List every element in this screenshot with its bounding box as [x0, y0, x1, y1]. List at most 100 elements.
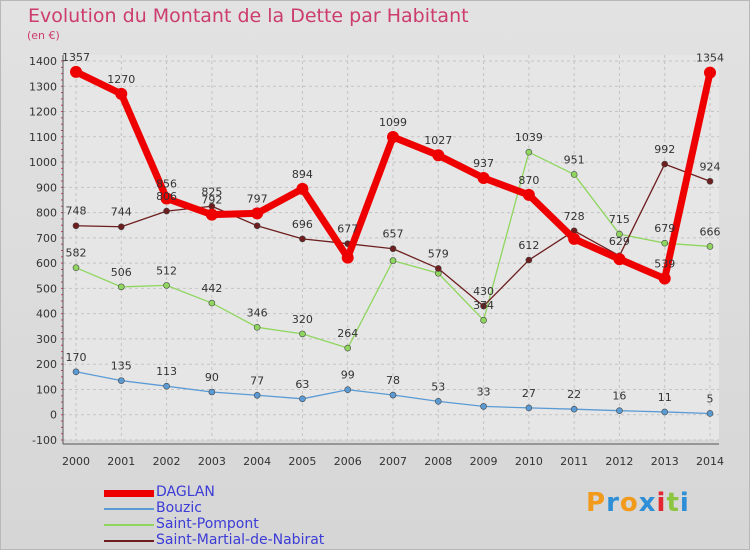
data-label: 792 [201, 194, 222, 207]
data-point [299, 235, 306, 243]
y-tick-label: 700 [36, 232, 57, 245]
data-point [117, 283, 125, 291]
x-tick-label: 2009 [470, 455, 498, 468]
data-point [703, 66, 716, 79]
y-tick-label: 600 [36, 257, 57, 270]
logo-letter: o [619, 488, 639, 518]
legend-swatch [104, 508, 154, 510]
x-tick-label: 2013 [651, 455, 679, 468]
legend-swatch [104, 489, 154, 497]
logo-letter: r [606, 488, 620, 518]
data-label: 512 [156, 264, 177, 277]
x-tick-label: 2006 [334, 455, 362, 468]
logo-letter: i [656, 488, 667, 518]
data-label: 16 [612, 390, 626, 403]
data-point [117, 377, 125, 384]
data-point [568, 232, 581, 245]
data-label: 579 [428, 247, 449, 260]
unit-label: (en €) [27, 29, 60, 42]
y-tick-label: 800 [36, 207, 57, 220]
x-tick-label: 2000 [62, 455, 90, 468]
data-label: 744 [111, 206, 132, 219]
data-label: 539 [654, 258, 675, 271]
data-point [480, 302, 487, 310]
data-label: 951 [564, 153, 585, 166]
data-point [344, 344, 352, 352]
logo-letter: i [679, 488, 690, 518]
data-point [480, 316, 487, 324]
y-tick-label: 1000 [29, 156, 57, 169]
data-label: 806 [156, 190, 177, 203]
data-label: 63 [295, 378, 309, 391]
y-tick-label: 400 [36, 308, 57, 321]
data-label: 77 [250, 374, 264, 387]
data-label: 582 [66, 247, 87, 260]
logo-letter: t [666, 488, 680, 518]
data-label: 442 [201, 282, 222, 295]
data-point [570, 171, 578, 178]
data-label: 374 [473, 299, 494, 312]
data-point [72, 222, 80, 230]
data-point [616, 407, 623, 414]
data-point [253, 222, 261, 230]
data-label: 825 [201, 185, 222, 198]
data-label: 33 [477, 385, 491, 398]
logo-letter: x [638, 488, 657, 518]
data-point [163, 282, 170, 289]
data-point [389, 257, 397, 264]
legend-label: Bouzic [156, 500, 202, 516]
x-tick-label: 2007 [379, 455, 407, 468]
data-point [706, 410, 714, 417]
data-label: 135 [111, 360, 132, 373]
data-label: 992 [654, 143, 675, 156]
legend-swatch [104, 524, 154, 526]
data-point [434, 398, 442, 405]
legend-label: DAGLAN [156, 484, 215, 500]
y-tick-label: 1400 [29, 55, 57, 68]
x-tick-label: 2003 [198, 455, 226, 468]
data-label: 11 [658, 391, 672, 404]
data-point [616, 230, 623, 238]
data-label: 5 [706, 392, 713, 405]
data-label: 677 [337, 223, 358, 236]
data-point [253, 324, 261, 331]
data-label: 1027 [424, 134, 452, 147]
data-label: 78 [386, 374, 400, 387]
data-label: 90 [205, 371, 219, 384]
chart-title: Evolution du Montant de la Dette par Hab… [28, 5, 469, 27]
data-label: 666 [699, 225, 720, 238]
data-label: 1357 [62, 51, 90, 64]
data-point [389, 245, 397, 253]
x-tick-label: 2005 [288, 455, 316, 468]
data-label: 696 [292, 218, 313, 231]
data-label: 728 [564, 210, 585, 223]
data-label: 1270 [107, 73, 135, 86]
data-point [477, 171, 490, 184]
data-point [299, 395, 306, 403]
data-point [70, 65, 82, 78]
y-tick-label: 1300 [29, 80, 57, 93]
y-tick-label: -100 [32, 434, 57, 447]
data-label: 612 [518, 239, 539, 252]
data-label: 657 [382, 228, 403, 241]
data-point [389, 391, 397, 399]
x-tick-label: 2010 [515, 455, 543, 468]
data-label: 748 [66, 205, 87, 218]
x-tick-label: 2014 [696, 455, 724, 468]
data-label: 320 [292, 313, 313, 326]
data-point [299, 330, 306, 338]
data-point [525, 148, 533, 156]
data-label: 22 [567, 388, 581, 401]
data-point [296, 182, 309, 195]
data-point [570, 405, 578, 413]
y-tick-label: 300 [36, 333, 57, 346]
y-tick-label: 500 [36, 282, 57, 295]
data-point [344, 386, 352, 394]
x-tick-label: 2012 [605, 455, 633, 468]
data-point [661, 239, 669, 247]
y-tick-label: 100 [36, 383, 57, 396]
data-label: 894 [292, 168, 313, 181]
proxiti-logo: Proxiti [586, 488, 690, 518]
y-tick-label: 200 [36, 358, 57, 371]
